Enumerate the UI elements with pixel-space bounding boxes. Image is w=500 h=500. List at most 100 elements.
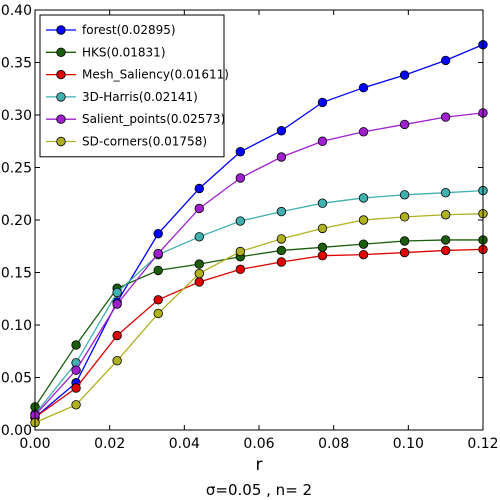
legend-marker (56, 92, 66, 102)
y-tick-label: 0.10 (1, 318, 32, 334)
data-point (153, 228, 163, 239)
series-line (34, 189, 484, 415)
x-tick-label: 0.02 (94, 436, 125, 452)
data-point (399, 247, 410, 258)
data-point (358, 193, 369, 203)
legend-marker (56, 114, 66, 124)
y-tick-label: 0.35 (1, 56, 32, 72)
data-point (399, 212, 410, 222)
series-1 (30, 235, 488, 412)
data-point (399, 119, 410, 130)
data-point (235, 216, 246, 226)
data-point (440, 245, 451, 256)
data-point (153, 308, 163, 319)
data-point (194, 259, 204, 269)
data-point (440, 235, 451, 245)
data-point (235, 147, 246, 157)
legend-label: 3D-Harris(0.02141) (82, 90, 198, 104)
y-tick-label: 0.05 (1, 371, 32, 387)
data-point (399, 236, 410, 246)
data-point (358, 239, 369, 249)
series-line (34, 239, 483, 408)
legend-label: Mesh_Saliency(0.01611) (82, 68, 229, 82)
x-tick-label: 0.12 (467, 436, 498, 452)
data-point (235, 246, 246, 257)
data-point (235, 173, 246, 183)
chart-subtitle: σ=0.05 , n= 2 (206, 481, 312, 499)
x-tick-label: 0.00 (19, 436, 50, 452)
data-point (317, 223, 328, 234)
data-point (276, 245, 287, 256)
x-axis-label: r (256, 455, 263, 475)
data-point (194, 277, 204, 287)
series-5 (30, 208, 488, 428)
data-point (71, 383, 81, 393)
data-point (71, 340, 81, 350)
data-point (276, 234, 287, 244)
x-tick-label: 0.06 (243, 436, 274, 452)
data-point (112, 330, 122, 341)
tick-labels: 0.00 0.02 0.04 0.06 0.08 0.10 0.12 0.00 0.05 0.10… (1, 3, 499, 452)
legend-marker (56, 136, 66, 147)
y-tick-label: 0.25 (1, 161, 32, 177)
data-point (358, 127, 369, 137)
data-point (194, 232, 204, 242)
x-tick-label: 0.04 (169, 436, 200, 452)
data-point (317, 97, 328, 108)
data-point (399, 70, 410, 80)
data-point (440, 55, 451, 66)
data-point (276, 126, 287, 136)
data-point (112, 287, 122, 298)
series-line (34, 248, 484, 418)
data-point (112, 356, 122, 366)
data-point (71, 365, 81, 375)
data-point (71, 400, 81, 410)
legend-label: forest(0.02895) (82, 23, 176, 37)
series-4 (30, 108, 488, 421)
data-point (276, 152, 287, 162)
data-point (440, 187, 451, 198)
y-tick-label: 0.30 (1, 108, 32, 124)
data-point (358, 215, 369, 225)
data-point (399, 190, 410, 200)
y-tick-label: 0.00 (1, 423, 32, 439)
plot-frame (34, 9, 484, 431)
legend-label: Salient_points(0.02573) (82, 112, 225, 126)
data-point (276, 206, 287, 217)
series-2 (30, 244, 488, 423)
data-point (235, 264, 246, 275)
data-point (317, 250, 328, 261)
data-point (194, 268, 204, 279)
data-point (112, 299, 122, 309)
data-point (153, 248, 163, 259)
data-point (276, 257, 287, 267)
data-point (153, 295, 163, 305)
data-point (153, 265, 163, 276)
legend-marker (56, 47, 66, 58)
x-tick-label: 0.08 (318, 436, 349, 452)
data-point (194, 183, 204, 194)
data-point (358, 249, 369, 260)
series-layer (30, 39, 488, 428)
legend: forest(0.02895) HKS(0.01831) Mesh_Saliency… (39, 14, 229, 158)
y-tick-label: 0.20 (1, 213, 32, 229)
data-point (440, 210, 451, 220)
legend-marker (56, 69, 66, 80)
data-point (317, 198, 328, 208)
legend-box (39, 14, 225, 158)
data-point (317, 242, 328, 253)
legend-label: HKS(0.01831) (82, 45, 166, 59)
data-point (194, 203, 204, 214)
legend-marker (56, 25, 66, 35)
x-tick-label: 0.10 (393, 436, 424, 452)
data-point (317, 136, 328, 146)
legend-label: SD-corners(0.01758) (82, 135, 207, 149)
data-point (440, 112, 451, 122)
data-point (358, 82, 369, 93)
series-line (34, 213, 484, 424)
y-tick-label: 0.15 (1, 266, 32, 282)
y-tick-label: 0.40 (1, 3, 32, 19)
series-line (34, 112, 484, 416)
